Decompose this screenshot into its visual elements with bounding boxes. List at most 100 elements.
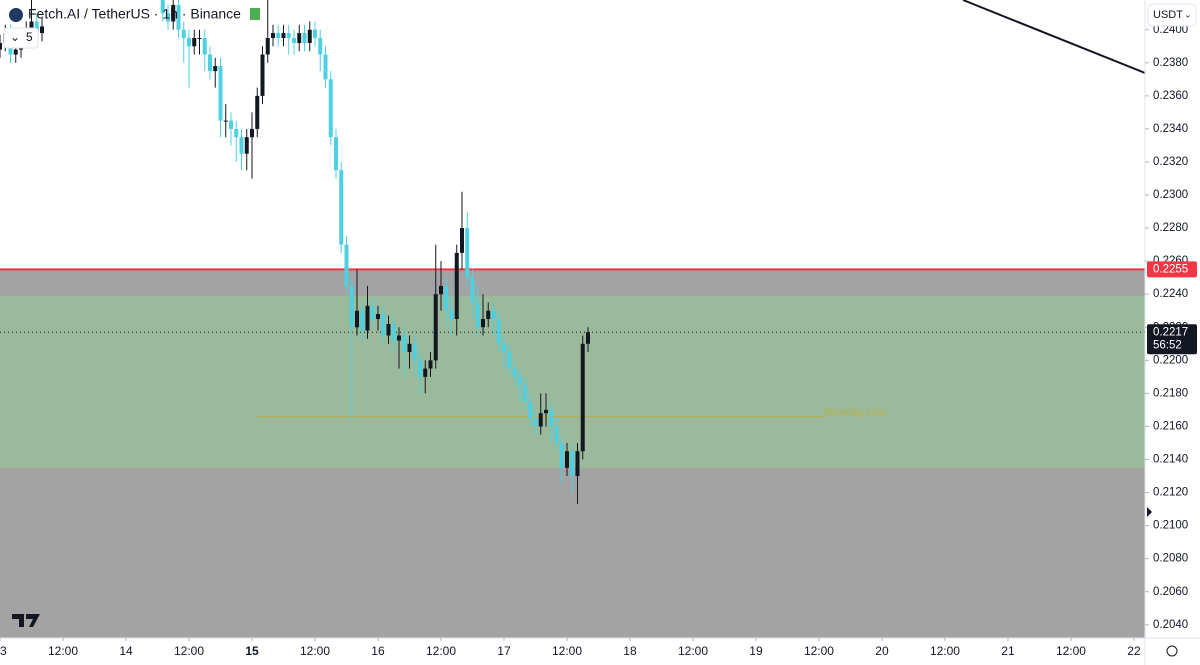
currency-label: USDT bbox=[1153, 9, 1183, 21]
candle-body bbox=[13, 49, 18, 55]
y-tick-label: 0.2160 bbox=[1153, 420, 1188, 432]
candle-body bbox=[260, 54, 265, 96]
candle-body bbox=[286, 33, 291, 39]
candle-body bbox=[470, 277, 475, 303]
y-tick-label: 0.2360 bbox=[1153, 90, 1188, 102]
countdown-label: 56:52 bbox=[1153, 339, 1182, 351]
symbol-title: Fetch.AI / TetherUS · 1h · Binance bbox=[28, 6, 241, 22]
x-tick-label: 12:00 bbox=[1056, 644, 1086, 658]
candle-body bbox=[29, 21, 34, 30]
candle-body bbox=[423, 368, 428, 377]
candle-body bbox=[349, 285, 354, 328]
x-tick-label: 16 bbox=[371, 644, 385, 658]
candle-body bbox=[197, 38, 202, 40]
candle-body bbox=[307, 29, 312, 43]
annotation-label: Monday Low bbox=[824, 406, 886, 418]
price-tag bbox=[1147, 261, 1197, 278]
candle-body bbox=[580, 343, 585, 452]
candle-body bbox=[391, 323, 396, 341]
legend: Fetch.AI / TetherUS · 1h · Binance ⌄ 5 bbox=[3, 6, 260, 49]
y-tick-label: 0.2060 bbox=[1153, 586, 1188, 598]
y-tick-label: 0.2080 bbox=[1153, 553, 1188, 565]
interval-box[interactable] bbox=[3, 27, 39, 49]
candle-body bbox=[312, 29, 317, 39]
candle-body bbox=[428, 360, 433, 369]
candle-body bbox=[302, 33, 307, 43]
candle-body bbox=[360, 310, 365, 331]
candle-body bbox=[517, 376, 522, 386]
candle-body bbox=[533, 418, 538, 427]
x-tick-label: 14 bbox=[119, 644, 133, 658]
y-tick-label: 0.2200 bbox=[1153, 354, 1188, 366]
y-tick-label: 0.2240 bbox=[1153, 288, 1188, 300]
x-tick-label: 18 bbox=[623, 644, 637, 658]
candle-body bbox=[181, 29, 186, 39]
y-tick-label: 0.2180 bbox=[1153, 387, 1188, 399]
currency-chevron: ⌄ bbox=[1184, 9, 1192, 19]
candle-body bbox=[328, 79, 333, 138]
candle-body bbox=[265, 38, 270, 55]
x-tick-label: 12:00 bbox=[930, 644, 960, 658]
candle-body bbox=[365, 305, 370, 331]
candle-body bbox=[559, 442, 564, 468]
candle-body bbox=[297, 33, 302, 43]
y-tick-label: 0.2040 bbox=[1153, 619, 1188, 631]
tv-logo bbox=[12, 614, 40, 627]
candle-body bbox=[459, 228, 464, 253]
candle-body bbox=[202, 38, 207, 55]
candle-body bbox=[160, 0, 165, 14]
x-tick-label: 12:00 bbox=[804, 644, 834, 658]
candle-body bbox=[386, 323, 391, 336]
candle-body bbox=[491, 310, 496, 319]
candle-body bbox=[0, 42, 2, 50]
candle-body bbox=[570, 451, 575, 477]
level-label: 0.2255 bbox=[1153, 263, 1188, 275]
candle-body bbox=[585, 332, 590, 344]
scroll-arrow[interactable] bbox=[1147, 507, 1152, 517]
candle-body bbox=[554, 426, 559, 443]
candle-body bbox=[270, 33, 275, 39]
axes: 0.2040 0.2060 0.2080 0.2100 0.2120 0.2140 0.21… bbox=[0, 24, 1197, 658]
price-tag bbox=[1147, 324, 1197, 355]
candle-body bbox=[433, 294, 438, 361]
candle-body bbox=[538, 413, 543, 427]
candle-body bbox=[480, 319, 485, 328]
candle-body bbox=[213, 66, 218, 72]
candle-body bbox=[417, 360, 422, 377]
symbol-icon bbox=[9, 8, 23, 22]
trend-line bbox=[962, 0, 1146, 74]
currency-button[interactable] bbox=[1147, 3, 1197, 27]
candle-body bbox=[249, 128, 254, 138]
x-tick-label: 15 bbox=[245, 644, 259, 658]
plot-area: Monday Low bbox=[0, 0, 1145, 638]
x-tick-label: 12:00 bbox=[426, 644, 456, 658]
candle-body bbox=[339, 170, 344, 245]
settings-icon[interactable] bbox=[1166, 645, 1178, 657]
candle-body bbox=[171, 4, 176, 22]
y-tick-label: 0.2140 bbox=[1153, 454, 1188, 466]
candle-body bbox=[522, 385, 527, 402]
candle-body bbox=[255, 95, 260, 129]
x-tick-label: 17 bbox=[497, 644, 511, 658]
candle-body bbox=[475, 302, 480, 328]
candle-body bbox=[276, 33, 281, 39]
candle-body bbox=[165, 13, 170, 22]
candle-body bbox=[192, 38, 197, 47]
candle-body bbox=[176, 4, 181, 30]
x-tick-label: 22 bbox=[1127, 644, 1141, 658]
x-tick-label: 19 bbox=[749, 644, 763, 658]
y-tick-label: 0.2400 bbox=[1153, 24, 1188, 36]
candle-body bbox=[512, 368, 517, 377]
y-tick-label: 0.2320 bbox=[1153, 156, 1188, 168]
candle-body bbox=[186, 38, 191, 47]
candle-body bbox=[564, 451, 569, 468]
candle-body bbox=[234, 128, 239, 138]
candle-body bbox=[543, 409, 548, 414]
candle-body bbox=[323, 54, 328, 80]
y-tick-label: 0.2100 bbox=[1153, 520, 1188, 532]
x-tick-label: 21 bbox=[1001, 644, 1015, 658]
candle-body bbox=[528, 401, 533, 419]
x-tick-label: 12:00 bbox=[552, 644, 582, 658]
candle-body bbox=[244, 137, 249, 154]
candle-body bbox=[444, 285, 449, 311]
